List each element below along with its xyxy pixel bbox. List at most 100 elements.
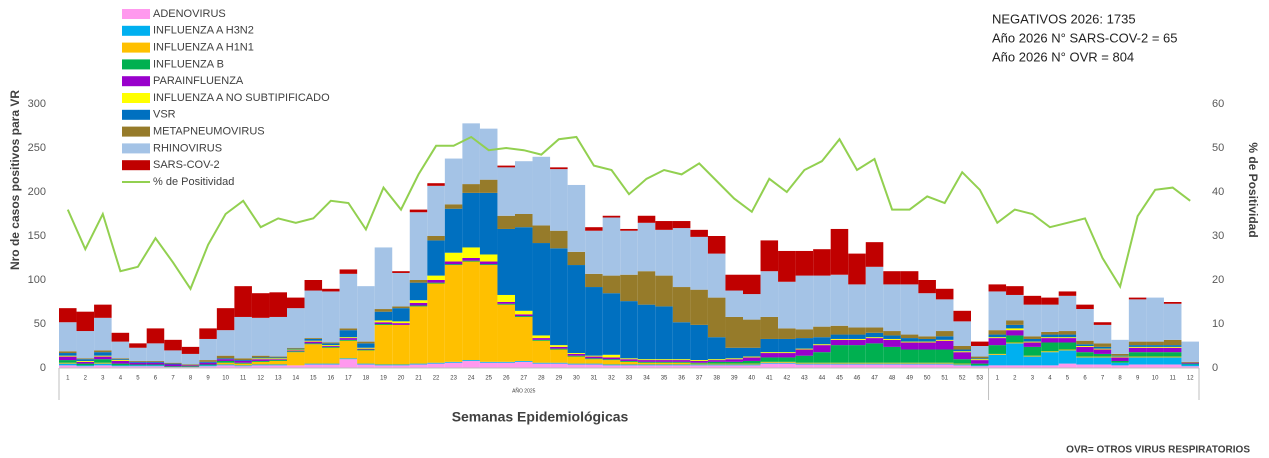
legend-label: INFLUENZA A NO SUBTIPIFICADO [153,92,330,104]
bar-segment [743,360,761,364]
bar-segment [1076,340,1094,345]
bar-segment [988,354,1007,366]
bar-segment [1076,364,1094,368]
bar-segment [339,269,358,274]
bar-segment [392,271,410,273]
bar-segment [760,357,779,362]
bar-segment [795,363,814,365]
bar-segment [848,327,866,335]
bar-segment [865,364,884,368]
bar-segment [339,339,358,341]
bar-segment [707,297,726,338]
bar-segment [287,308,305,348]
x-tick-label: 33 [626,376,633,382]
bar-segment [585,230,603,274]
x-tick-label: 35 [661,376,668,382]
x-tick-label: 11 [240,376,247,382]
bar-segment [1041,365,1059,368]
bar-segment [374,365,393,368]
bar-segment [935,362,954,364]
bar-segment [883,331,901,336]
bar-segment [304,363,323,365]
x-tick-label: 46 [854,376,861,382]
bar-segment [287,347,305,349]
bar-segment [76,358,95,360]
bar-segment [935,299,954,332]
bar-segment [322,288,340,292]
bar-segment [1058,334,1077,338]
bar-segment [900,284,919,335]
x-tick-label: 41 [766,376,773,382]
bar-segment [1006,342,1024,344]
bar-segment [76,359,95,361]
bar-segment [1163,356,1182,358]
bar-segment [690,363,708,365]
bar-segment [743,357,761,361]
bar-segment [111,360,130,364]
bar-segment [865,332,884,338]
bar-segment [813,326,831,338]
bar-segment [953,346,971,350]
bar-segment [479,362,498,368]
bar-segment [743,356,761,358]
bar-segment [707,236,726,254]
bar-segment [813,345,831,353]
bar-segment [1111,360,1129,363]
bar-segment [953,349,971,352]
bar-segment [1111,365,1129,368]
bar-segment [813,337,831,345]
annotation: Año 2026 N° OVR = 804 [992,49,1134,64]
bar-segment [1058,295,1077,332]
bar-segment [1181,361,1199,363]
x-tick-label: 52 [959,376,966,382]
bar-segment [1093,343,1112,347]
bar-segment [778,250,796,282]
bar-segment [1058,350,1077,364]
bar-segment [304,290,323,339]
y2-tick-label: 20 [1212,274,1224,286]
bar-segment [865,337,884,339]
bar-segment [865,242,884,267]
bar-segment [94,362,112,364]
bar-segment [339,338,358,340]
x-tick-label: 19 [380,376,387,382]
bar-segment [129,364,147,366]
bar-segment [953,351,971,353]
bar-segment [918,364,936,368]
bar-segment [953,365,971,368]
bar-segment [462,184,480,193]
bar-segment [567,251,586,266]
bar-segment [900,341,919,343]
bar-segment [479,128,498,180]
bar-segment [848,345,866,363]
bar-segment [707,359,726,361]
bar-segment [988,330,1007,335]
bar-segment [795,362,814,364]
bar-segment [1111,357,1129,361]
bar-segment [444,158,463,205]
bar-segment [1093,349,1112,354]
bar-segment [427,363,445,368]
x-tick-label: 10 [1152,376,1159,382]
bar-segment [199,362,217,365]
bar-segment [672,221,691,229]
x-tick-label: 11 [1170,376,1177,382]
bar-segment [392,324,410,365]
legend-label: METAPNEUMOVIRUS [153,126,265,138]
bar-segment [971,363,989,366]
bar-segment [181,346,200,354]
bar-segment [111,365,130,367]
bar-segment [532,156,551,226]
bar-segment [269,292,287,317]
bar-segment [935,349,954,363]
bar-segment [59,353,77,356]
bar-segment [883,338,901,340]
bar-segment [637,364,656,366]
bar-segment [707,360,726,362]
bar-segment [111,363,130,366]
bar-segment [690,362,708,364]
bar-segment [234,358,252,361]
bar-segment [690,365,708,368]
x-tick-label: 21 [415,376,422,382]
bar-segment [269,360,287,365]
